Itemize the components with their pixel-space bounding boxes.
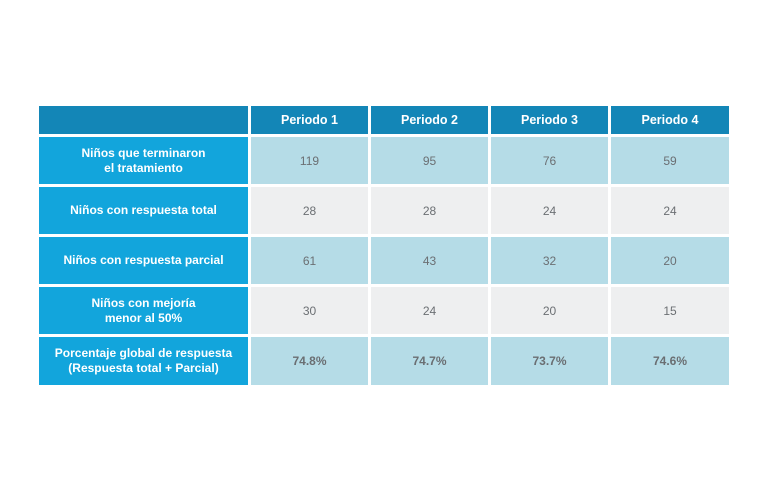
table-cell: 73.7% bbox=[491, 337, 608, 385]
table-cell: 59 bbox=[611, 137, 729, 184]
row-label-terminaron: Niños que terminaron el tratamiento bbox=[39, 137, 248, 184]
results-table: Periodo 1 Periodo 2 Periodo 3 Periodo 4 … bbox=[39, 106, 729, 390]
table-cell: 74.6% bbox=[611, 337, 729, 385]
table-cell: 28 bbox=[371, 187, 488, 234]
table-cell: 28 bbox=[251, 187, 368, 234]
header-corner-cell bbox=[39, 106, 248, 134]
column-header-periodo-4: Periodo 4 bbox=[611, 106, 729, 134]
column-header-periodo-3: Periodo 3 bbox=[491, 106, 608, 134]
table-cell: 61 bbox=[251, 237, 368, 284]
table-cell: 32 bbox=[491, 237, 608, 284]
row-label-mejoria: Niños con mejoría menor al 50% bbox=[39, 287, 248, 334]
column-header-periodo-2: Periodo 2 bbox=[371, 106, 488, 134]
table-cell: 30 bbox=[251, 287, 368, 334]
table-cell: 24 bbox=[611, 187, 729, 234]
table-cell: 76 bbox=[491, 137, 608, 184]
table-cell: 119 bbox=[251, 137, 368, 184]
table-cell: 15 bbox=[611, 287, 729, 334]
table-cell: 20 bbox=[611, 237, 729, 284]
column-header-periodo-1: Periodo 1 bbox=[251, 106, 368, 134]
table-cell: 95 bbox=[371, 137, 488, 184]
table-cell: 74.8% bbox=[251, 337, 368, 385]
table-cell: 24 bbox=[491, 187, 608, 234]
row-label-respuesta-parcial: Niños con respuesta parcial bbox=[39, 237, 248, 284]
row-label-porcentaje-global: Porcentaje global de respuesta (Respuest… bbox=[39, 337, 248, 385]
table-cell: 43 bbox=[371, 237, 488, 284]
table-cell: 24 bbox=[371, 287, 488, 334]
table-cell: 74.7% bbox=[371, 337, 488, 385]
row-label-respuesta-total: Niños con respuesta total bbox=[39, 187, 248, 234]
table-cell: 20 bbox=[491, 287, 608, 334]
